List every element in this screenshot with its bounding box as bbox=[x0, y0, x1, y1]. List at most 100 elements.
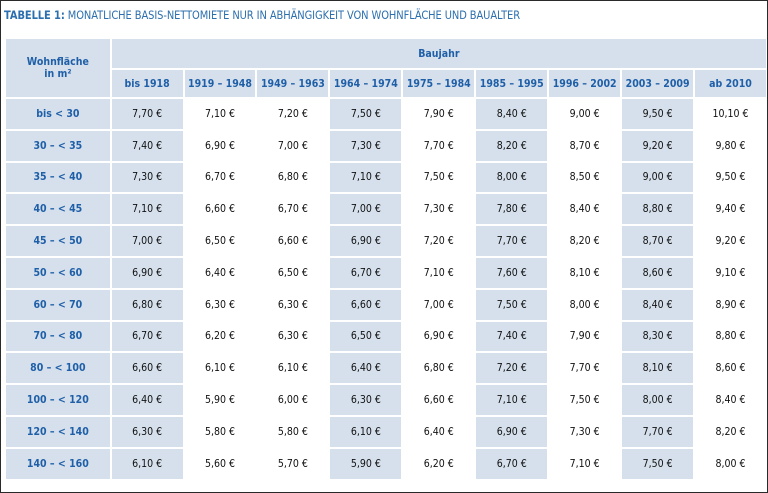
rent-cell: 7,00 € bbox=[403, 289, 475, 320]
rent-cell: 6,00 € bbox=[257, 385, 329, 415]
rent-cell: 8,80 € bbox=[695, 321, 766, 352]
rent-cell: 6,40 € bbox=[111, 385, 183, 415]
table-row: 35 – < 40 7,30 €6,70 €6,80 €7,10 €7,50 €8… bbox=[6, 162, 766, 193]
table-title: TABELLE 1: MONATLICHE BASIS-NETTOMIETE N… bbox=[4, 8, 520, 22]
table-row: 100 – < 120 6,40 €5,90 €6,00 €6,30 €6,60 … bbox=[6, 385, 766, 415]
rent-cell: 7,90 € bbox=[403, 99, 475, 129]
rent-cell: 8,20 € bbox=[695, 416, 766, 447]
rent-cell: 6,80 € bbox=[257, 162, 329, 193]
rent-cell: 7,20 € bbox=[403, 226, 475, 256]
rent-cell: 9,20 € bbox=[695, 226, 766, 256]
rent-table: Wohnfläche in m² Baujahr bis 1918 1919 – … bbox=[4, 37, 768, 481]
row-label: 140 – < 160 bbox=[6, 448, 110, 479]
rent-cell: 8,00 € bbox=[549, 289, 621, 320]
rent-cell: 8,40 € bbox=[476, 99, 548, 129]
rent-cell: 9,50 € bbox=[622, 99, 694, 129]
rent-cell: 6,60 € bbox=[403, 385, 475, 415]
rent-cell: 9,00 € bbox=[549, 99, 621, 129]
rent-cell: 9,10 € bbox=[695, 257, 766, 288]
rent-cell: 8,40 € bbox=[622, 289, 694, 320]
rent-cell: 8,00 € bbox=[622, 385, 694, 415]
row-label: 100 – < 120 bbox=[6, 385, 110, 415]
header-row-group: Wohnfläche in m² Baujahr bbox=[6, 39, 766, 97]
rent-cell: 7,30 € bbox=[549, 416, 621, 447]
rent-cell: 9,80 € bbox=[695, 130, 766, 161]
row-label: 40 – < 45 bbox=[6, 194, 110, 225]
rent-cell: 6,30 € bbox=[330, 385, 402, 415]
row-label: bis < 30 bbox=[6, 99, 110, 129]
rent-cell: 9,50 € bbox=[695, 162, 766, 193]
table-row: 140 – < 160 6,10 €5,60 €5,70 €5,90 €6,20 … bbox=[6, 448, 766, 479]
rent-cell: 6,50 € bbox=[257, 257, 329, 288]
rent-cell: 6,80 € bbox=[403, 353, 475, 384]
rent-cell: 8,70 € bbox=[549, 130, 621, 161]
rent-cell: 5,70 € bbox=[257, 448, 329, 479]
rent-cell: 7,20 € bbox=[257, 99, 329, 129]
rent-cell: 9,00 € bbox=[622, 162, 694, 193]
rent-cell: 6,20 € bbox=[184, 321, 256, 352]
rent-cell: 6,10 € bbox=[257, 353, 329, 384]
rent-cell: 6,10 € bbox=[330, 416, 402, 447]
row-label: 45 – < 50 bbox=[6, 226, 110, 256]
rent-cell: 6,70 € bbox=[330, 257, 402, 288]
rent-cell: 7,50 € bbox=[476, 289, 548, 320]
table-row: bis < 30 7,70 €7,10 €7,20 €7,50 €7,90 €8,… bbox=[6, 99, 766, 129]
rent-cell: 6,10 € bbox=[111, 448, 183, 479]
header-year-2: 1949 – 1963 bbox=[257, 70, 329, 97]
table-row: 60 – < 70 6,80 €6,30 €6,30 €6,60 €7,00 €7… bbox=[6, 289, 766, 320]
row-label: 50 – < 60 bbox=[6, 257, 110, 288]
rent-cell: 7,70 € bbox=[549, 353, 621, 384]
rent-cell: 6,40 € bbox=[330, 353, 402, 384]
rent-cell: 6,30 € bbox=[111, 416, 183, 447]
table-row: 30 – < 35 7,40 €6,90 €7,00 €7,30 €7,70 €8… bbox=[6, 130, 766, 161]
rent-cell: 6,70 € bbox=[184, 162, 256, 193]
rent-cell: 6,30 € bbox=[257, 289, 329, 320]
rent-cell: 8,00 € bbox=[476, 162, 548, 193]
rent-cell: 9,20 € bbox=[622, 130, 694, 161]
rent-cell: 8,10 € bbox=[549, 257, 621, 288]
table-row: 40 – < 45 7,10 €6,60 €6,70 €7,00 €7,30 €7… bbox=[6, 194, 766, 225]
rent-cell: 5,80 € bbox=[257, 416, 329, 447]
rent-cell: 6,30 € bbox=[184, 289, 256, 320]
rent-cell: 7,40 € bbox=[476, 321, 548, 352]
table-title-text: MONATLICHE BASIS-NETTOMIETE NUR IN ABHÄN… bbox=[67, 8, 520, 22]
rent-cell: 6,40 € bbox=[184, 257, 256, 288]
rent-cell: 7,10 € bbox=[330, 162, 402, 193]
table-row: 120 – < 140 6,30 €5,80 €5,80 €6,10 €6,40 … bbox=[6, 416, 766, 447]
rent-cell: 8,20 € bbox=[549, 226, 621, 256]
rent-cell: 6,80 € bbox=[111, 289, 183, 320]
rent-cell: 7,50 € bbox=[549, 385, 621, 415]
rent-cell: 8,60 € bbox=[695, 353, 766, 384]
table-body: bis < 30 7,70 €7,10 €7,20 €7,50 €7,90 €8,… bbox=[6, 99, 766, 479]
rent-cell: 7,50 € bbox=[330, 99, 402, 129]
rent-cell: 7,70 € bbox=[403, 130, 475, 161]
rent-cell: 5,60 € bbox=[184, 448, 256, 479]
rent-cell: 7,40 € bbox=[111, 130, 183, 161]
rent-cell: 8,00 € bbox=[695, 448, 766, 479]
rent-cell: 7,00 € bbox=[330, 194, 402, 225]
row-label: 120 – < 140 bbox=[6, 416, 110, 447]
table-title-prefix: TABELLE 1: bbox=[4, 8, 65, 22]
rent-cell: 7,30 € bbox=[330, 130, 402, 161]
rent-cell: 7,10 € bbox=[476, 385, 548, 415]
row-label: 60 – < 70 bbox=[6, 289, 110, 320]
rent-cell: 7,70 € bbox=[622, 416, 694, 447]
rent-cell: 8,60 € bbox=[622, 257, 694, 288]
rent-cell: 8,70 € bbox=[622, 226, 694, 256]
header-year-0: bis 1918 bbox=[111, 70, 183, 97]
row-label: 30 – < 35 bbox=[6, 130, 110, 161]
rent-cell: 7,50 € bbox=[403, 162, 475, 193]
rent-cell: 6,70 € bbox=[111, 321, 183, 352]
rent-cell: 7,30 € bbox=[403, 194, 475, 225]
row-label: 35 – < 40 bbox=[6, 162, 110, 193]
header-year-8: ab 2010 bbox=[695, 70, 766, 97]
header-year-3: 1964 – 1974 bbox=[330, 70, 402, 97]
table-row: 80 – < 100 6,60 €6,10 €6,10 €6,40 €6,80 €… bbox=[6, 353, 766, 384]
rent-cell: 6,90 € bbox=[184, 130, 256, 161]
table-row: 45 – < 50 7,00 €6,50 €6,60 €6,90 €7,20 €7… bbox=[6, 226, 766, 256]
rent-cell: 7,20 € bbox=[476, 353, 548, 384]
rent-cell: 7,60 € bbox=[476, 257, 548, 288]
rent-cell: 7,00 € bbox=[111, 226, 183, 256]
header-row-years: bis 1918 1919 – 1948 1949 – 1963 1964 – 197… bbox=[6, 70, 766, 97]
rent-cell: 6,90 € bbox=[403, 321, 475, 352]
